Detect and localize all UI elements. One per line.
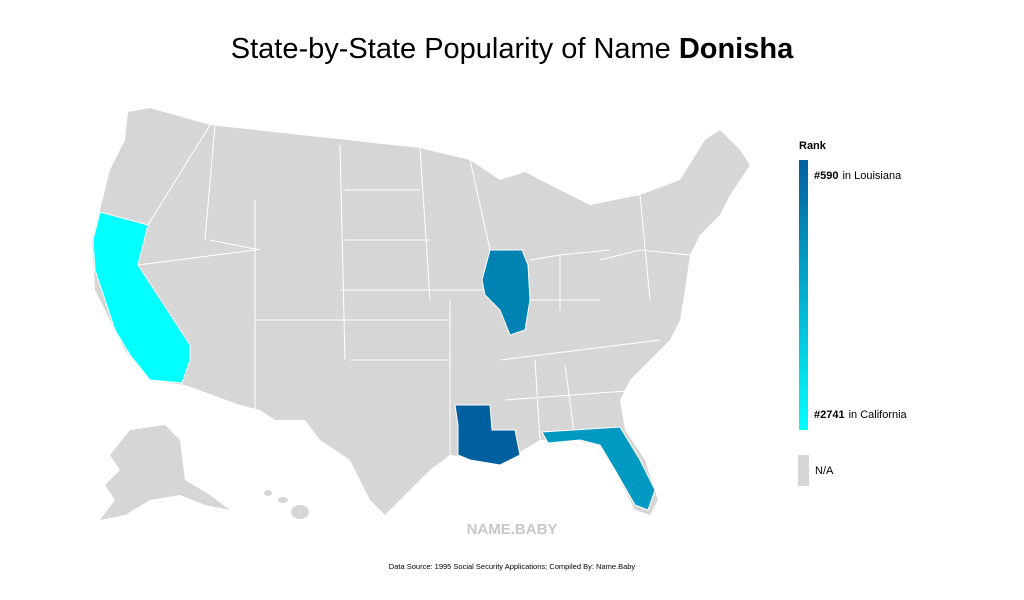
legend-bottom-state: in California <box>849 409 908 421</box>
shaded-state <box>481 249 531 336</box>
legend-na-label: N/A <box>815 465 834 477</box>
footer: Data Source: 1995 Social Security Applic… <box>389 562 636 571</box>
legend-top: #590 in Louisiana <box>814 170 902 182</box>
shaded-state <box>541 426 656 511</box>
shaded-state <box>454 404 521 466</box>
hawaii <box>264 490 272 496</box>
legend-top-state: in Louisiana <box>842 170 902 182</box>
hawaii <box>278 497 288 503</box>
title: State-by-State Popularity of Name Donisha <box>231 33 794 65</box>
hawaii <box>291 505 309 519</box>
us-mainland <box>92 108 750 515</box>
watermark: NAME.BABY <box>467 521 558 538</box>
title-prefix: State-by-State Popularity of Name <box>231 33 671 65</box>
legend-title: Rank <box>799 140 827 152</box>
legend-bottom-rank: #2741 <box>814 409 845 421</box>
legend-top-rank: #590 <box>814 170 838 182</box>
shaded-state <box>92 211 191 384</box>
title-name: Donisha <box>679 33 794 65</box>
legend-na-swatch <box>798 455 809 486</box>
legend-bottom: #2741 in California <box>814 409 908 421</box>
us-map <box>92 108 750 520</box>
alaska <box>100 425 230 520</box>
legend-scale <box>799 160 808 430</box>
state-borders <box>137 124 691 455</box>
